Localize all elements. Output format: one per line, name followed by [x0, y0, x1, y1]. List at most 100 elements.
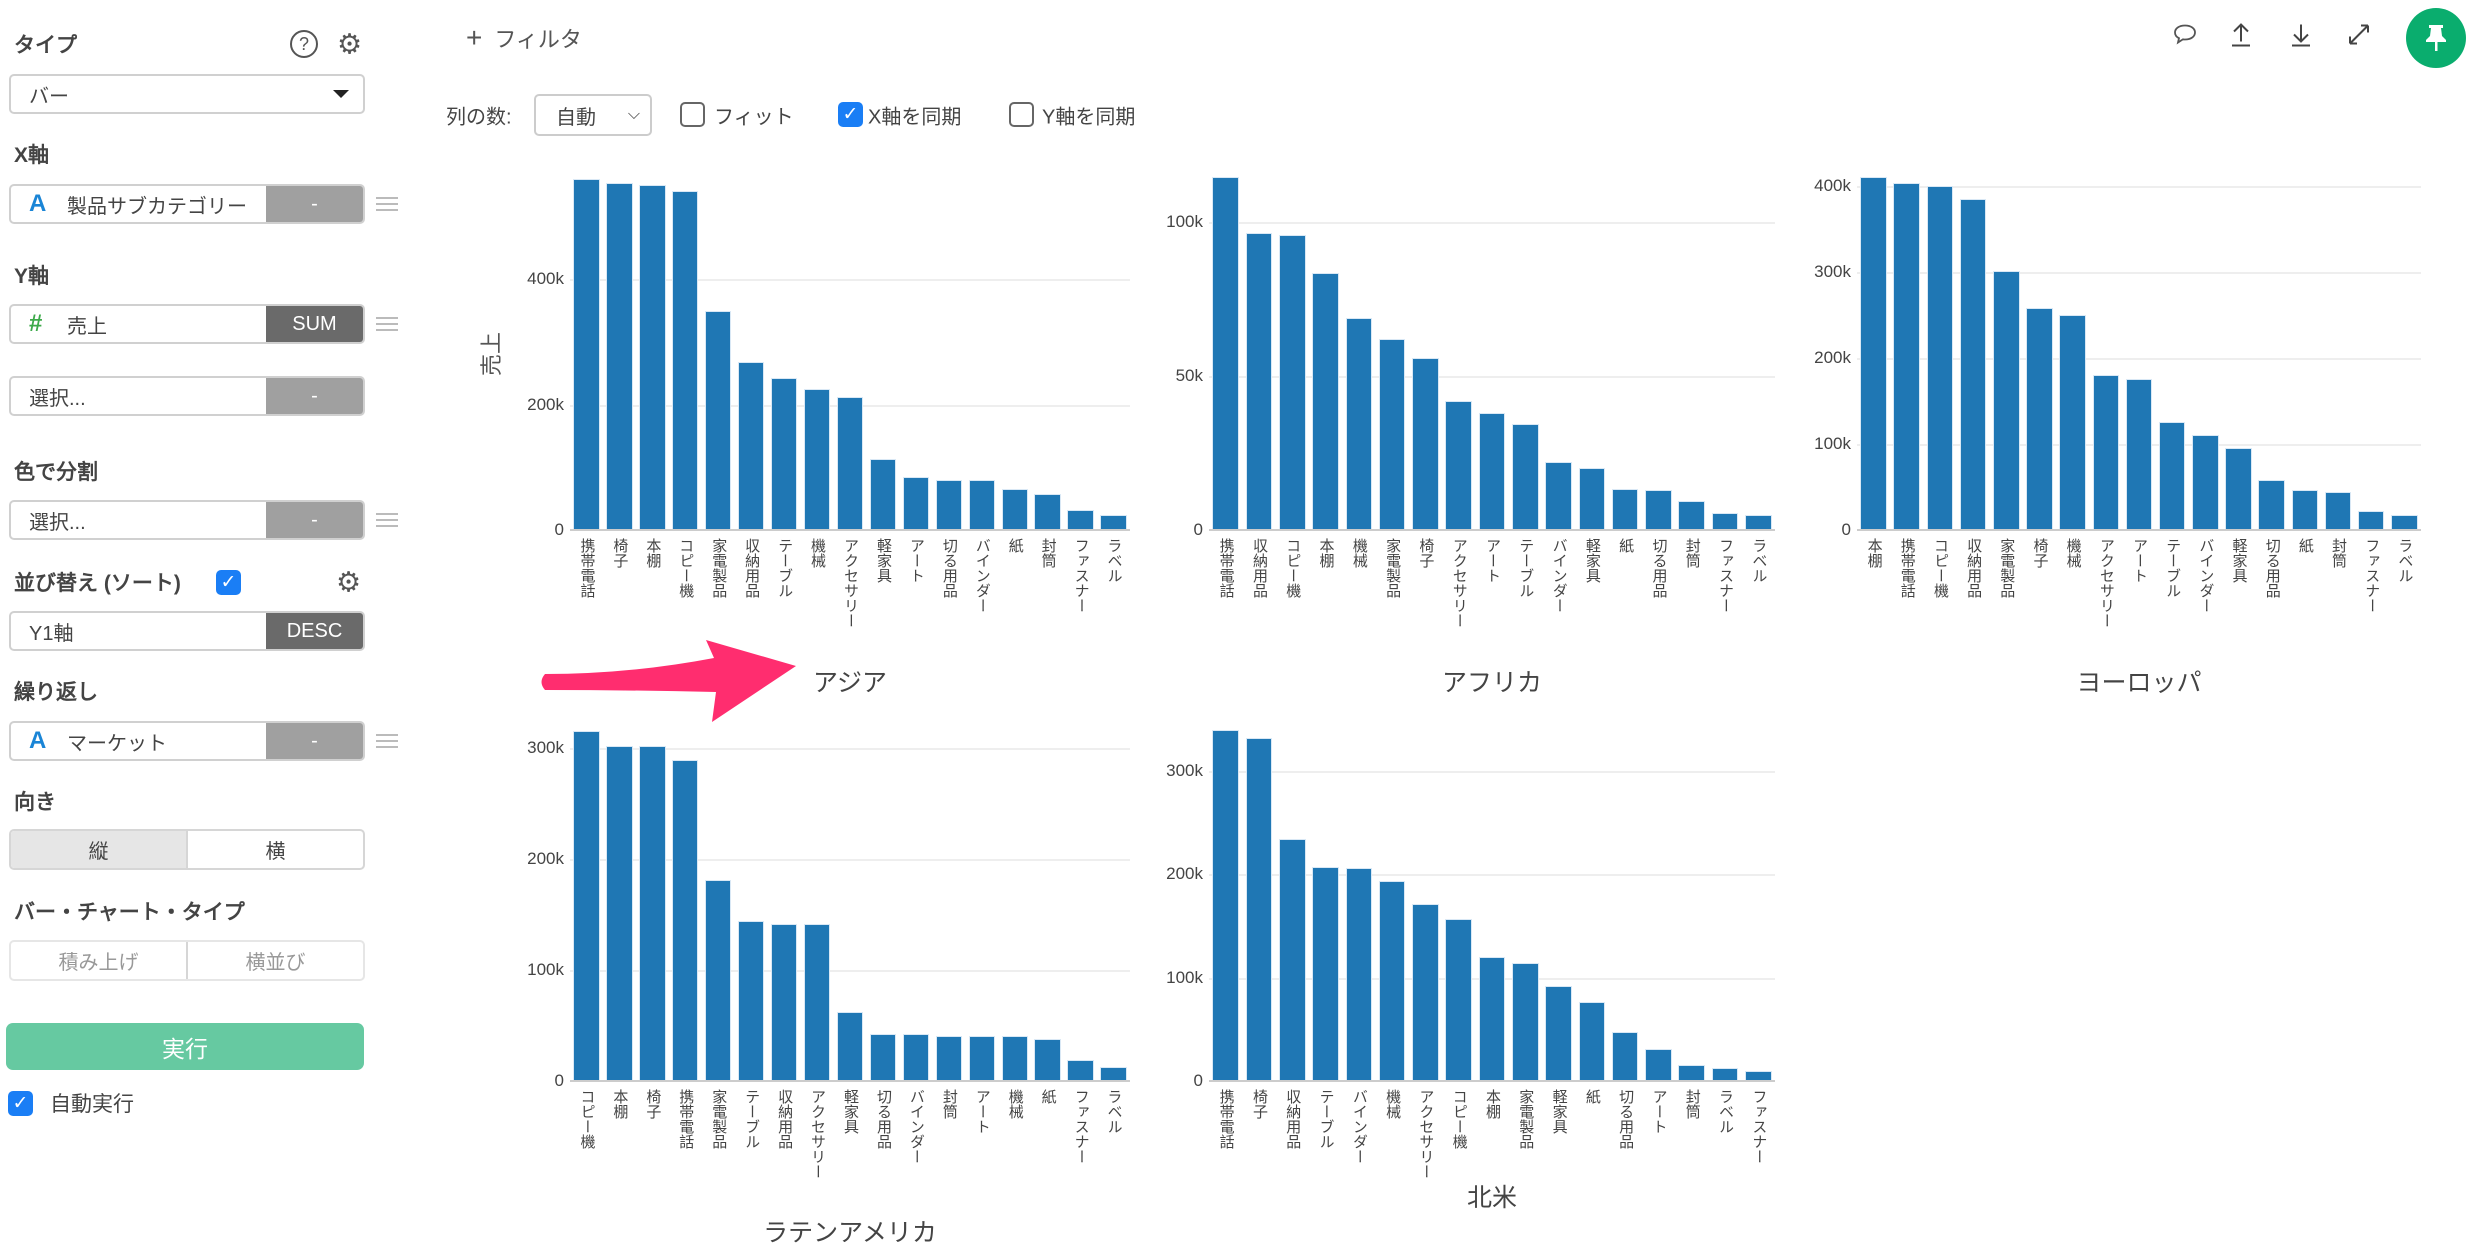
bar[interactable] — [2059, 315, 2086, 530]
bar[interactable] — [2258, 480, 2285, 530]
drag-handle-icon[interactable] — [376, 734, 398, 748]
bar[interactable] — [1212, 730, 1239, 1081]
auto-run-checkbox[interactable]: ✓ — [8, 1091, 33, 1116]
bar[interactable] — [1545, 986, 1572, 1081]
bar[interactable] — [2158, 421, 2186, 530]
expand-icon[interactable] — [2347, 23, 2371, 54]
bar[interactable] — [1378, 339, 1406, 530]
bar[interactable] — [1511, 963, 1539, 1081]
bar[interactable] — [1545, 461, 1572, 530]
bar[interactable] — [869, 458, 897, 530]
bar[interactable] — [573, 179, 600, 530]
bar[interactable] — [1278, 839, 1306, 1081]
bar[interactable] — [705, 311, 732, 530]
bar[interactable] — [836, 397, 864, 530]
pin-button[interactable] — [2406, 8, 2466, 68]
comment-icon[interactable] — [2172, 23, 2198, 54]
bar[interactable] — [1312, 273, 1339, 530]
bar[interactable] — [738, 920, 765, 1081]
bar[interactable] — [1001, 1036, 1028, 1081]
bar[interactable] — [1445, 400, 1472, 530]
bar[interactable] — [1745, 515, 1772, 530]
bar[interactable] — [770, 377, 798, 530]
bar-type-grouped[interactable]: 横並び — [186, 942, 363, 979]
bar[interactable] — [2092, 375, 2120, 530]
gear-icon[interactable]: ⚙ — [337, 28, 363, 60]
bar[interactable] — [1001, 489, 1028, 530]
sort-checkbox[interactable]: ✓ — [216, 570, 241, 595]
bar[interactable] — [1893, 182, 1921, 530]
x-axis-field[interactable]: A 製品サブカテゴリー - — [9, 184, 365, 224]
bar[interactable] — [1611, 488, 1639, 530]
bar[interactable] — [968, 480, 995, 530]
bar[interactable] — [869, 1033, 897, 1081]
bar[interactable] — [1711, 1068, 1739, 1081]
x-axis-option-button[interactable]: - — [266, 186, 363, 222]
bar[interactable] — [1067, 509, 1094, 530]
bar[interactable] — [1100, 1066, 1127, 1081]
bar[interactable] — [1711, 512, 1739, 530]
bar[interactable] — [1578, 1001, 1606, 1081]
orientation-horizontal[interactable]: 横 — [186, 831, 363, 868]
bar[interactable] — [935, 479, 962, 530]
bar[interactable] — [1100, 514, 1127, 530]
bar[interactable] — [2291, 489, 2319, 530]
bar[interactable] — [2357, 511, 2385, 530]
y-axis2-option-button[interactable]: - — [266, 378, 363, 414]
bar[interactable] — [1445, 919, 1472, 1081]
columns-select[interactable]: 自動 ⌵ — [534, 94, 652, 136]
bar[interactable] — [1278, 234, 1306, 530]
bar[interactable] — [606, 745, 633, 1081]
chart-type-select[interactable]: バー — [9, 74, 365, 114]
bar[interactable] — [639, 745, 666, 1081]
sync-y-checkbox[interactable] — [1009, 102, 1034, 127]
bar[interactable] — [1611, 1031, 1639, 1081]
bar[interactable] — [1926, 186, 1954, 530]
bar[interactable] — [1345, 318, 1373, 530]
bar[interactable] — [1245, 233, 1273, 530]
bar[interactable] — [573, 730, 600, 1081]
color-split-option-button[interactable]: - — [266, 502, 363, 538]
y-axis-field[interactable]: # 売上 SUM — [9, 304, 365, 344]
bar[interactable] — [1645, 489, 1672, 530]
download-icon[interactable] — [2290, 22, 2312, 55]
bar[interactable] — [2391, 515, 2418, 530]
bar[interactable] — [1345, 867, 1373, 1081]
repeat-option-button[interactable]: - — [266, 723, 363, 759]
bar[interactable] — [935, 1035, 962, 1081]
bar[interactable] — [672, 191, 699, 530]
bar[interactable] — [1478, 412, 1506, 530]
bar[interactable] — [836, 1012, 864, 1081]
drag-handle-icon[interactable] — [376, 197, 398, 211]
bar[interactable] — [1860, 177, 1887, 530]
bar[interactable] — [1412, 904, 1439, 1081]
bar[interactable] — [1412, 358, 1439, 530]
bar[interactable] — [2324, 492, 2352, 530]
bar[interactable] — [1511, 424, 1539, 530]
bar[interactable] — [1034, 1039, 1061, 1081]
add-filter-button[interactable]: + フィルタ — [466, 22, 582, 54]
bar[interactable] — [672, 759, 699, 1081]
upload-icon[interactable] — [2230, 22, 2252, 55]
orientation-vertical[interactable]: 縦 — [11, 831, 186, 868]
bar[interactable] — [1378, 881, 1406, 1081]
sort-field[interactable]: Y1軸 DESC — [9, 611, 365, 651]
run-button[interactable]: 実行 — [6, 1023, 364, 1070]
bar[interactable] — [1745, 1071, 1772, 1081]
bar[interactable] — [1067, 1060, 1094, 1081]
bar[interactable] — [2225, 448, 2252, 530]
bar[interactable] — [738, 361, 765, 530]
help-icon[interactable]: ? — [290, 30, 318, 58]
bar[interactable] — [1959, 198, 1987, 530]
color-split-field[interactable]: 選択... - — [9, 500, 365, 540]
bar-type-stacked[interactable]: 積み上げ — [58, 952, 139, 974]
drag-handle-icon[interactable] — [376, 317, 398, 331]
fit-checkbox[interactable] — [680, 102, 705, 127]
drag-handle-icon[interactable] — [376, 513, 398, 527]
bar[interactable] — [606, 183, 633, 530]
aggregation-button[interactable]: SUM — [266, 306, 363, 342]
sort-gear-icon[interactable]: ⚙ — [336, 566, 362, 598]
bar[interactable] — [705, 879, 732, 1081]
bar[interactable] — [902, 1033, 930, 1081]
bar[interactable] — [770, 923, 798, 1081]
